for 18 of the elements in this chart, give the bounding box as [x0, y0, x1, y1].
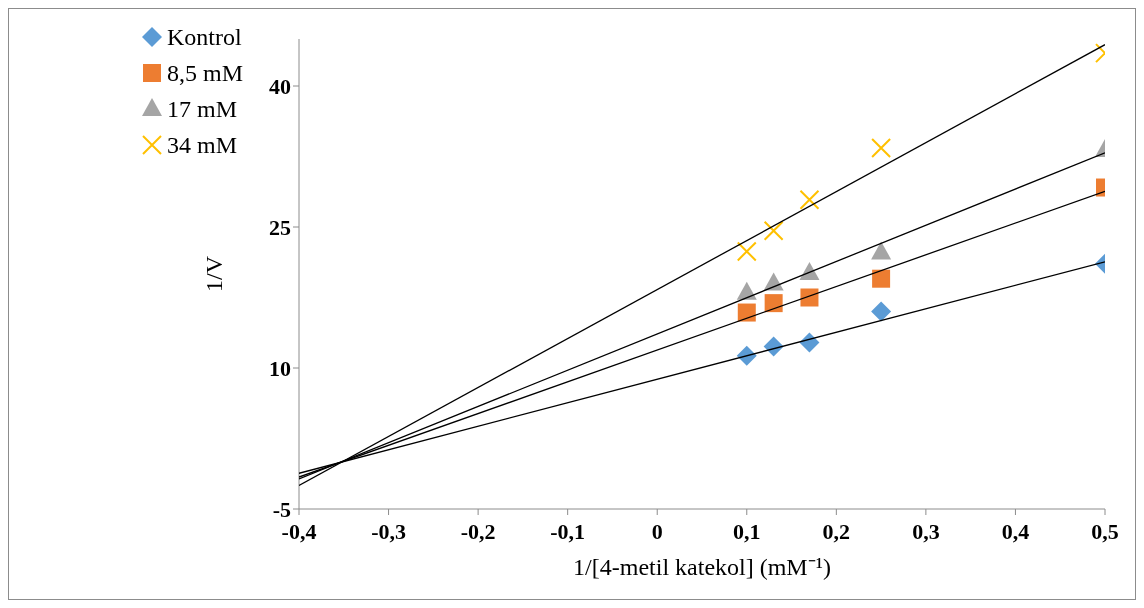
x-tick-label: 0,4: [1001, 518, 1030, 544]
y-tick-label: 25: [269, 214, 291, 240]
x-tick-label: 0,3: [912, 518, 940, 544]
x-tick-label: 0,1: [733, 518, 761, 544]
y-axis-title: 1/V: [200, 255, 227, 292]
x-tick-label: 0,5: [1091, 518, 1119, 544]
x-tick-label: -0,3: [371, 518, 406, 544]
y-tick-label: 10: [269, 355, 291, 381]
legend-label: 34 mM: [167, 131, 238, 159]
legend-label: 17 mM: [167, 95, 238, 123]
legend-label: 8,5 mM: [167, 59, 244, 87]
x-tick-label: 0,2: [822, 518, 851, 544]
legend-label: Kontrol: [167, 23, 242, 51]
x-tick-label: -0,2: [460, 518, 496, 544]
y-tick-label: 40: [269, 73, 291, 99]
x-tick-label: -0,1: [550, 518, 586, 544]
x-tick-label: 0: [651, 518, 663, 544]
x-axis-title: 1/[4-metil katekol] (mM⁻¹): [573, 554, 831, 580]
